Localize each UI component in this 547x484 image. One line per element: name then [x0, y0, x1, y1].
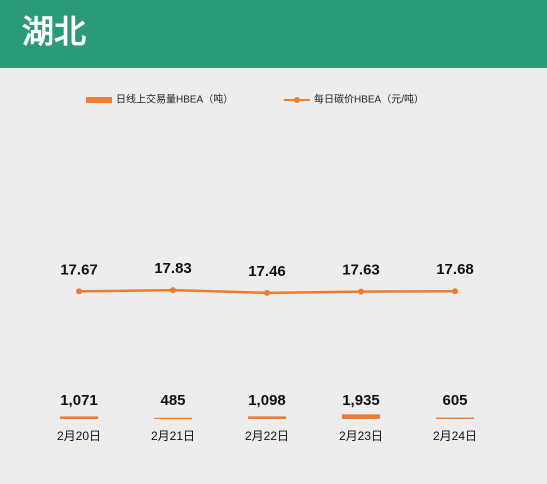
bar-value-label: 1,071 [60, 392, 98, 409]
x-tick-label: 2月23日 [339, 429, 383, 443]
x-tick-label: 2月20日 [57, 429, 101, 443]
header [0, 0, 547, 68]
line-value-label: 17.67 [60, 261, 98, 278]
line-marker [452, 288, 458, 295]
line-value-label: 17.46 [248, 263, 286, 280]
bar-value-label: 1,935 [342, 392, 380, 409]
bar-value-label: 485 [160, 392, 185, 409]
chart-title: 湖北 [22, 13, 86, 49]
line-value-label: 17.83 [154, 260, 192, 277]
x-tick-label: 2月24日 [433, 429, 477, 443]
bar [342, 414, 380, 419]
bar [248, 416, 286, 419]
legend-label: 每日碳价HBEA（元/吨） [314, 93, 424, 106]
legend-marker [294, 97, 300, 103]
legend-swatch [86, 97, 112, 103]
line-marker [170, 287, 176, 294]
line-marker [358, 288, 364, 295]
bar [154, 417, 192, 419]
line-value-label: 17.68 [436, 261, 474, 278]
line-value-label: 17.63 [342, 262, 380, 279]
bar [60, 416, 98, 419]
x-tick-label: 2月21日 [151, 429, 195, 443]
bar-value-label: 1,098 [248, 392, 286, 409]
line-marker [264, 289, 270, 296]
bar [436, 417, 474, 419]
line-marker [76, 288, 82, 295]
bar-value-label: 605 [442, 392, 467, 409]
legend-label: 日线上交易量HBEA（吨） [116, 93, 233, 106]
x-tick-label: 2月22日 [245, 429, 289, 443]
